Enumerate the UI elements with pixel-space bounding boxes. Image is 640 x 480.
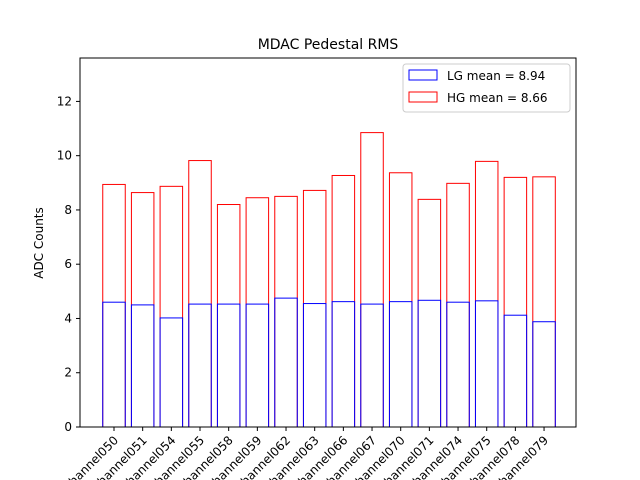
y-axis: 0 2 4 6 8 10 12 [57, 94, 80, 434]
legend: LG mean = 8.94 HG mean = 8.66 [402, 63, 571, 113]
y-tick-label: 10 [57, 149, 72, 163]
plot-frame [79, 57, 577, 428]
y-tick-label: 8 [64, 203, 72, 217]
legend-label-lg: LG mean = 8.94 [447, 69, 545, 83]
legend-swatch-hg [408, 91, 438, 103]
y-tick-label: 4 [64, 311, 72, 325]
y-tick-label: 6 [64, 257, 72, 271]
chart-title: MDAC Pedestal RMS [258, 37, 399, 53]
y-tick-label: 12 [57, 94, 72, 108]
legend-swatch-lg [408, 69, 438, 81]
y-axis-label: ADC Counts [32, 207, 46, 279]
x-axis: channel050channel051channel054channel055… [61, 427, 551, 480]
y-tick-label: 2 [64, 366, 72, 380]
legend-box [402, 63, 571, 113]
plot-area [80, 58, 576, 427]
y-tick-label: 0 [64, 420, 72, 434]
legend-label-hg: HG mean = 8.66 [447, 91, 548, 105]
